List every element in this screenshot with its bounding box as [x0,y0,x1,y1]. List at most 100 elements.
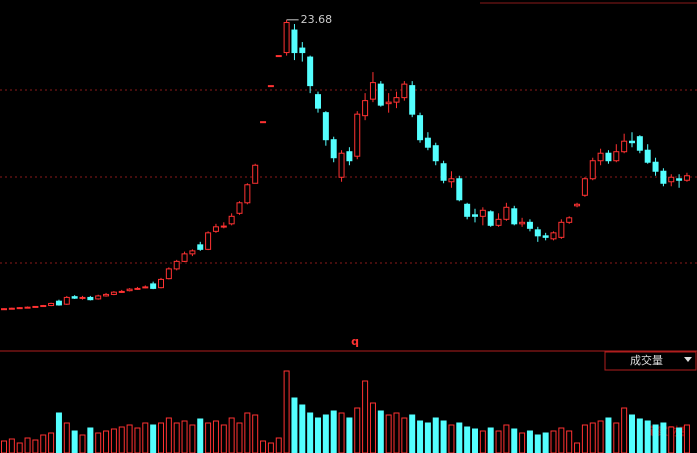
candle-body [605,152,612,162]
candle-body [385,101,392,105]
candle-body [220,225,227,228]
candle-body [315,94,321,109]
volume-bar [417,420,424,453]
volume-bar [40,434,47,453]
volume-bar [71,430,78,453]
volume-bar [683,424,690,453]
candle-body [676,178,683,181]
volume-bar [322,414,329,453]
candle-body [652,161,659,172]
volume-bar [181,420,188,453]
candle-body [63,296,70,305]
candle-body [377,83,384,106]
candle-body [118,290,125,293]
candle-body [330,139,337,159]
volume-bar [511,428,518,453]
volume-bar [24,437,31,453]
candle-body [644,149,651,163]
candle-body [71,296,78,299]
candle-body [621,140,628,153]
volume-bar [150,424,157,453]
candle-body [393,97,400,103]
candle-body [32,305,39,308]
candle-body [440,163,447,181]
candle-body [636,136,643,151]
volume-bar [479,430,486,453]
volume-bar [660,422,667,453]
volume-bar [299,404,306,453]
volume-bar [252,414,259,453]
volume-bar [369,402,376,453]
candle-body [307,56,314,87]
candle-body [322,112,329,141]
candle-body [134,287,141,290]
volume-bar [189,424,196,453]
volume-bar [260,440,267,453]
candle-body [503,206,510,220]
volume-bar [134,427,141,453]
volume-bar [291,397,298,453]
volume-bar [165,417,172,453]
candle-body [456,178,463,201]
volume-bar [330,410,337,453]
volume-bar [558,427,565,453]
candle-body [495,218,502,226]
volume-bar [48,432,55,453]
volume-bar [362,380,369,453]
volume-bar [385,414,392,453]
candle-body [409,85,416,115]
candle-body [472,214,478,217]
candle-body [260,121,267,124]
candle-body [574,203,581,207]
candle-body [244,184,251,204]
candle-body [683,175,690,181]
volume-bar [377,410,384,453]
candle-body [16,307,23,310]
volume-bar [212,420,219,453]
candle-body [566,217,573,223]
volume-bar [197,418,204,453]
candle-body [189,250,196,255]
candle-body [660,170,667,184]
indicator-selector[interactable] [604,351,697,371]
volume-bar [424,422,431,453]
volume-bar [448,424,455,453]
volume-bar [401,417,408,453]
volume-bar [16,442,23,453]
volume-bar [393,412,400,453]
candle-body [542,235,549,238]
candle-body [346,151,353,162]
volume-bar [346,417,353,453]
candle-body [110,291,117,295]
marker-label: q [351,335,359,348]
volume-bar [676,427,683,453]
volume-bar [621,407,628,453]
candle-body [165,268,172,280]
volume-bar [8,438,15,453]
volume-bar [644,420,651,453]
candle-body [354,113,361,157]
candle-body [95,295,102,300]
candle-body [55,300,62,306]
volume-bar [550,430,557,453]
volume-bar [338,412,345,453]
candle-body [142,286,149,289]
candle-body [589,160,596,180]
dropdown-arrow[interactable] [684,357,692,362]
candle-body [126,288,133,292]
candle-body [448,178,455,183]
candle-body [479,209,486,217]
candle-body [228,215,235,225]
volume-bar [205,422,212,453]
candle-body [267,85,274,88]
candle-body [236,202,243,214]
candle-body [197,244,204,250]
candle-body [338,152,345,178]
volume-bar [307,412,314,453]
candle-body [173,260,180,270]
volume-bar [110,428,117,453]
volume-bar [32,439,39,453]
volume-bar [126,424,133,453]
volume-bar [464,426,471,453]
candle-body [103,293,110,297]
